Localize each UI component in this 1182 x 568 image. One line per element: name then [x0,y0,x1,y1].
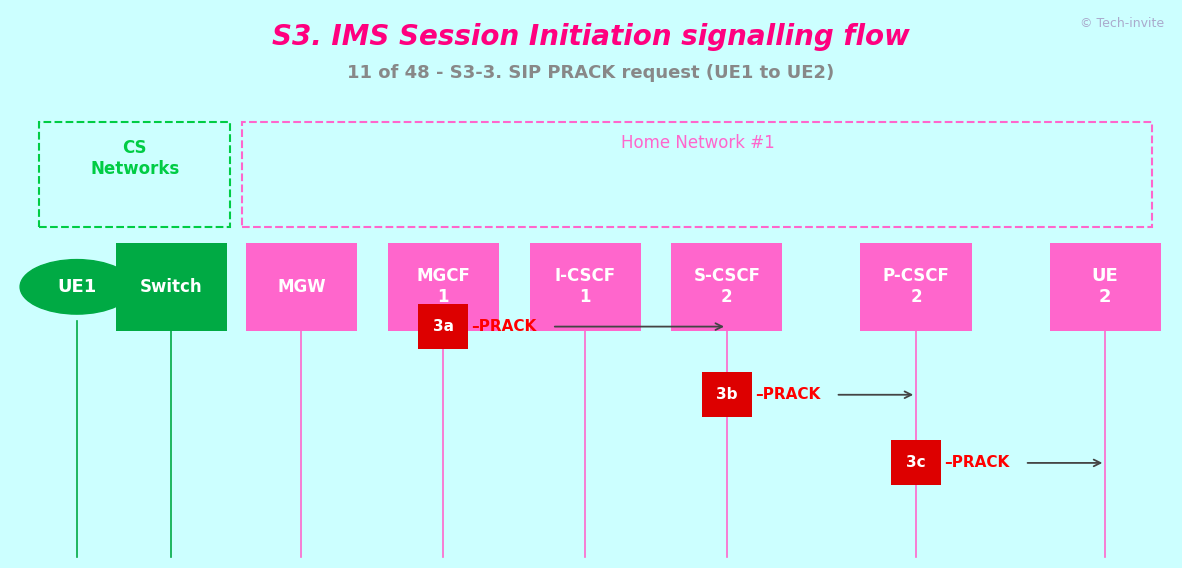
Circle shape [20,260,134,314]
Text: MGCF
1: MGCF 1 [416,268,470,306]
FancyBboxPatch shape [116,243,227,331]
Text: UE
2: UE 2 [1092,268,1118,306]
Text: 3a: 3a [433,319,454,334]
FancyBboxPatch shape [702,373,752,417]
Text: 11 of 48 - S3-3. SIP PRACK request (UE1 to UE2): 11 of 48 - S3-3. SIP PRACK request (UE1 … [348,64,834,82]
Text: S-CSCF
2: S-CSCF 2 [694,268,760,306]
Text: 3b: 3b [716,387,738,402]
Text: P-CSCF
2: P-CSCF 2 [883,268,949,306]
Text: –PRACK: –PRACK [472,319,537,334]
Text: I-CSCF
1: I-CSCF 1 [554,268,616,306]
Text: © Tech-invite: © Tech-invite [1080,17,1164,30]
Text: Switch: Switch [141,278,202,296]
Text: UE1: UE1 [57,278,97,296]
FancyBboxPatch shape [671,243,782,331]
FancyBboxPatch shape [891,441,941,485]
FancyBboxPatch shape [388,243,499,331]
FancyBboxPatch shape [418,304,468,349]
Text: MGW: MGW [277,278,326,296]
FancyBboxPatch shape [860,243,972,331]
FancyBboxPatch shape [246,243,357,331]
Text: S3. IMS Session Initiation signalling flow: S3. IMS Session Initiation signalling fl… [272,23,910,51]
FancyBboxPatch shape [1050,243,1161,331]
Text: Home Network #1: Home Network #1 [621,134,774,152]
Text: 3c: 3c [907,456,926,470]
Text: –PRACK: –PRACK [755,387,820,402]
Text: CS
Networks: CS Networks [90,140,180,178]
Text: –PRACK: –PRACK [944,456,1009,470]
FancyBboxPatch shape [530,243,641,331]
